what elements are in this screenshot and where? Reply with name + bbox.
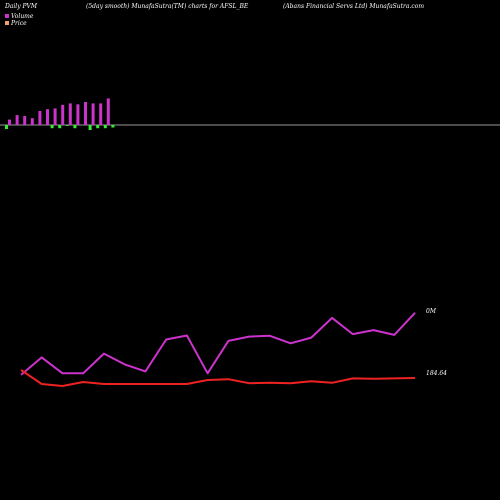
volume-bar-up: [30, 118, 34, 125]
series-price-line: [20, 369, 416, 387]
volume-bar-down: [58, 125, 62, 129]
header-left: Daily PVM: [4, 3, 38, 10]
volume-bar-down: [65, 125, 69, 126]
volume-bars: [5, 98, 115, 130]
volume-bar-up: [99, 103, 103, 125]
series-price-end-label: 184.64: [426, 370, 447, 377]
volume-bar-up: [8, 119, 11, 125]
legend-volume-swatch: [5, 14, 9, 18]
volume-bar-down: [88, 125, 92, 130]
volume-bar-down: [103, 125, 107, 129]
volume-bar-down: [5, 125, 8, 129]
series-volume-line: [20, 312, 416, 376]
volume-bar-up: [76, 104, 80, 125]
series-volume-end-label: 0M: [426, 308, 437, 315]
volume-bar-up: [53, 108, 57, 125]
volume-bar-down: [96, 125, 100, 129]
volume-bar-up: [15, 115, 19, 125]
header-right: (Abans Financial Servs Ltd) MunafaSutra.…: [283, 3, 424, 10]
volume-bar-down: [111, 125, 115, 128]
volume-bar-up: [46, 109, 49, 125]
volume-bar-up: [23, 116, 27, 125]
volume-bar-up: [106, 98, 110, 125]
volume-bar-up: [91, 103, 95, 125]
header-center: (5day smooth) MunafaSutra(TM) charts for…: [86, 3, 249, 10]
series-lines: [20, 312, 416, 387]
legend-price-swatch: [5, 21, 9, 25]
volume-bar-down: [73, 125, 77, 129]
legend-volume-label: Volume: [11, 13, 34, 20]
volume-bar-down: [50, 125, 54, 129]
legend-price-label: Price: [10, 20, 27, 27]
volume-bar-up: [61, 104, 65, 125]
volume-bar-up: [84, 102, 87, 125]
volume-bar-up: [68, 103, 72, 125]
volume-bar-up: [38, 111, 42, 125]
